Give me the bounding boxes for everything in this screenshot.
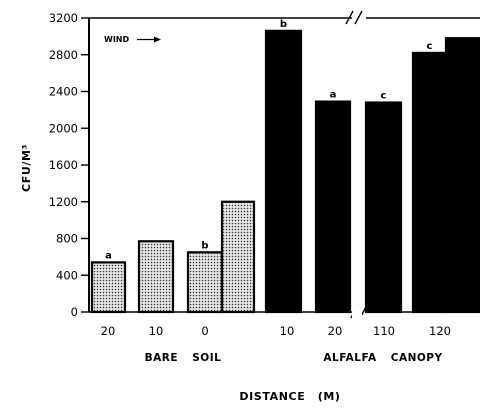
- bar-7: [411, 51, 448, 314]
- y-tick-label-1: 400: [56, 268, 78, 282]
- bar-letters: a b b a c c: [105, 19, 432, 262]
- y-tick-label-2: 800: [56, 232, 78, 246]
- y-tick-label-6: 2400: [49, 85, 78, 99]
- bar-8: [444, 37, 480, 314]
- x-tick-label-5: 20: [328, 324, 343, 338]
- bar-0: [90, 261, 127, 314]
- x-axis-title: DISTANCE (M): [239, 390, 340, 403]
- y-axis-ticks: 0 400 800 1200 1600 2000 2400 2800 3200: [49, 11, 89, 319]
- x-tick-label-4: 10: [280, 324, 295, 338]
- bar-letter-6: c: [381, 91, 387, 102]
- wind-label: WIND: [104, 35, 129, 44]
- x-tick-labels: 20 10 0 10 20 110 120: [101, 324, 451, 338]
- bar-6: [364, 101, 403, 314]
- y-tick-label-8: 3200: [49, 11, 78, 25]
- y-axis-title: CFU/M³: [20, 144, 33, 192]
- bar-2: [186, 251, 224, 314]
- group-label-alfalfa-canopy: ALFALFA CANOPY: [323, 352, 442, 364]
- bar-letter-5: a: [330, 90, 337, 101]
- x-tick-label-2: 0: [201, 324, 208, 338]
- x-tick-label-0: 20: [101, 324, 116, 338]
- y-tick-label-7: 2800: [49, 48, 78, 62]
- bar-1: [137, 240, 175, 314]
- bar-3: [220, 200, 256, 314]
- bar-letter-7: c: [427, 41, 433, 52]
- bar-letter-0: a: [105, 250, 112, 261]
- bar-5: [314, 100, 352, 314]
- bar-letter-4: b: [280, 19, 287, 30]
- y-tick-label-0: 0: [71, 305, 78, 319]
- y-tick-label-4: 1600: [49, 158, 78, 172]
- x-tick-label-7: 120: [429, 324, 451, 338]
- bar-4: [264, 29, 303, 314]
- bar-letter-2: b: [201, 240, 208, 251]
- axis-break-top: [345, 10, 363, 25]
- bars: [90, 29, 480, 319]
- axis-break-gap-bottom: [352, 305, 362, 319]
- y-tick-label-5: 2000: [49, 121, 78, 135]
- y-tick-label-3: 1200: [49, 195, 78, 209]
- x-tick-label-6: 110: [373, 324, 395, 338]
- group-label-bare-soil: BARE SOIL: [145, 352, 222, 364]
- wind-arrow-icon: [137, 36, 161, 43]
- x-tick-label-1: 10: [149, 324, 164, 338]
